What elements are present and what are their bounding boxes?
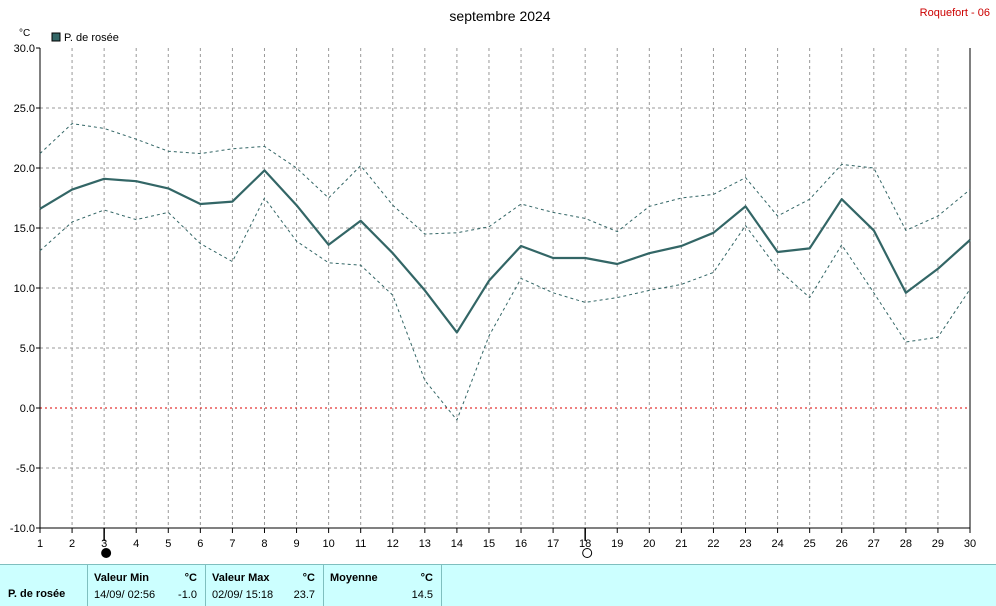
x-tick-label: 19 — [611, 538, 623, 550]
x-tick-label: 20 — [643, 538, 655, 550]
x-tick-label: 5 — [165, 538, 171, 550]
x-tick-label: 9 — [293, 538, 299, 550]
min-unit: °C — [184, 572, 197, 584]
legend-label: P. de rosée — [64, 32, 119, 44]
x-tick-label: 15 — [483, 538, 495, 550]
x-tick-label: 16 — [515, 538, 527, 550]
x-tick-label: 22 — [707, 538, 719, 550]
stats-max-cell: Valeur Max °C 02/09/ 15:18 23.7 — [206, 565, 324, 606]
y-tick-label: 15.0 — [14, 223, 35, 235]
x-tick-label: 26 — [836, 538, 848, 550]
stats-mean-cell: Moyenne °C 14.5 — [324, 565, 442, 606]
y-tick-label: 25.0 — [14, 103, 35, 115]
y-tick-label: 10.0 — [14, 283, 35, 295]
x-tick-label: 25 — [804, 538, 816, 550]
min-header: Valeur Min — [94, 572, 150, 584]
station-name: Roquefort - 06 — [920, 7, 990, 19]
x-tick-label: 27 — [868, 538, 880, 550]
x-tick-label: 2 — [69, 538, 75, 550]
stats-series-cell: P. de rosée — [0, 565, 88, 606]
x-tick-label: 13 — [419, 538, 431, 550]
min-value: -1.0 — [178, 589, 197, 601]
x-tick-label: 24 — [771, 538, 783, 550]
min-date: 14/09/ 02:56 — [94, 589, 156, 601]
x-tick-label: 23 — [739, 538, 751, 550]
max-value: 23.7 — [293, 589, 315, 601]
y-tick-label: 5.0 — [20, 343, 35, 355]
x-tick-label: 12 — [387, 538, 399, 550]
series-line-max — [39, 123, 971, 235]
stats-table: P. de rosée Valeur Min °C 14/09/ 02:56 -… — [0, 564, 996, 606]
x-tick-label: 17 — [547, 538, 559, 550]
max-date: 02/09/ 15:18 — [212, 589, 274, 601]
max-header: Valeur Max — [212, 572, 270, 584]
mean-unit: °C — [420, 572, 433, 584]
y-unit-label: °C — [19, 28, 30, 39]
x-tick-label: 8 — [261, 538, 267, 550]
x-tick-label: 11 — [355, 538, 366, 550]
x-tick-label: 4 — [133, 538, 139, 550]
max-unit: °C — [302, 572, 315, 584]
x-tick-label: 28 — [900, 538, 912, 550]
x-tick-label: 3 — [101, 538, 107, 550]
new-moon-icon — [101, 548, 112, 558]
legend-swatch — [51, 32, 61, 42]
x-tick-label: 10 — [322, 538, 334, 550]
x-tick-label: 1 — [37, 538, 43, 550]
y-tick-label: 0.0 — [20, 403, 35, 415]
series-line-mean — [39, 169, 971, 334]
x-tick-label: 29 — [932, 538, 944, 550]
stats-series-label: P. de rosée — [8, 588, 66, 600]
y-tick-label: 20.0 — [14, 163, 35, 175]
x-tick-label: 7 — [229, 538, 235, 550]
mean-value: 14.5 — [411, 589, 433, 601]
x-tick-label: 18 — [579, 538, 591, 550]
y-tick-label: -5.0 — [16, 463, 35, 475]
y-tick-label: 30.0 — [14, 43, 35, 55]
y-tick-label: -10.0 — [10, 523, 35, 535]
series-line-min — [39, 197, 971, 421]
full-moon-icon — [582, 548, 593, 558]
mean-header: Moyenne — [330, 572, 378, 584]
dewpoint-chart: septembre 2024 Roquefort - 06 °C P. de r… — [10, 7, 990, 558]
x-tick-label: 14 — [451, 538, 463, 550]
plot-area: 30.025.020.015.010.05.00.0-5.0-10.01 2 3 4 5… — [10, 43, 976, 558]
x-tick-label: 21 — [675, 538, 687, 550]
x-tick-label: 6 — [197, 538, 203, 550]
stats-min-cell: Valeur Min °C 14/09/ 02:56 -1.0 — [88, 565, 206, 606]
chart-title: septembre 2024 — [449, 8, 550, 24]
x-tick-label: 30 — [964, 538, 976, 550]
